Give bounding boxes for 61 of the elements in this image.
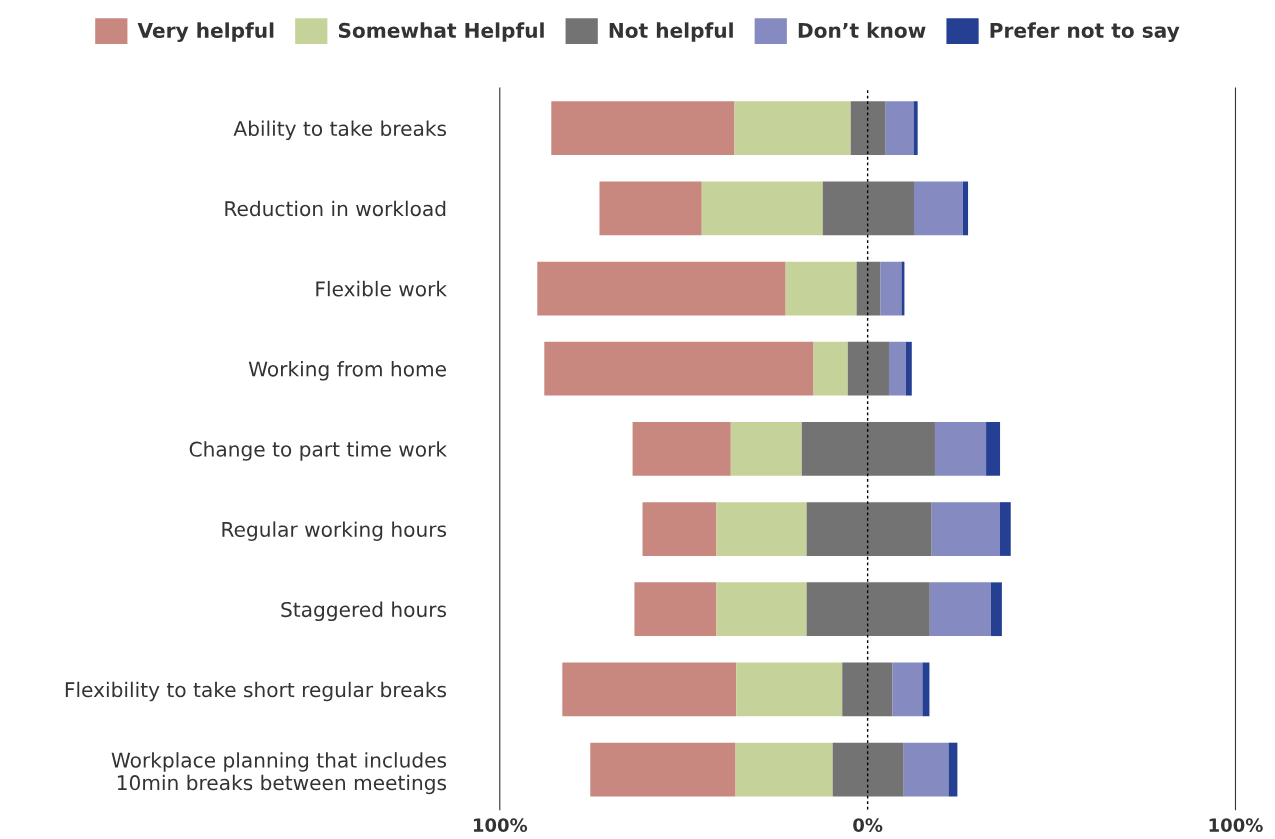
y-tick-label: Flexible work: [316, 280, 447, 297]
bar: [634, 582, 717, 637]
legend-label: Prefer not to say: [990, 22, 1180, 43]
bar: [901, 261, 905, 316]
bar: [986, 422, 1001, 476]
bar: [590, 742, 736, 797]
bar: [842, 662, 893, 717]
y-tick-label: Working from home: [248, 361, 446, 381]
legend-label: Don’t know: [798, 22, 926, 38]
bar: [888, 341, 906, 396]
y-tick-label: Flexibility to take short regular breaks: [65, 681, 447, 702]
y-tick-label: Reduction in workload: [225, 200, 446, 217]
bar: [962, 181, 969, 236]
bar: [734, 101, 851, 156]
bar: [562, 662, 737, 717]
bar: [922, 662, 930, 717]
bar: [730, 422, 802, 476]
bar: [885, 101, 914, 156]
bar: [701, 181, 823, 236]
x-tick-label: 100%: [1209, 818, 1263, 832]
bar: [632, 422, 731, 476]
bar: [990, 582, 1002, 637]
bar: [999, 502, 1011, 556]
y-tick-label: Regular working hours: [222, 521, 447, 541]
bar: [903, 742, 949, 797]
bar: [913, 181, 963, 236]
y-tick-label: Workplace planning that includes 10min breaks between meetings: [111, 752, 447, 795]
bar: [806, 502, 932, 556]
y-tick-label: Ability to take breaks: [233, 120, 447, 141]
y-tick-label: Staggered hours: [281, 601, 447, 622]
bar: [785, 261, 857, 316]
x-tick-label: 0%: [853, 818, 883, 832]
legend-label: Not helpful: [609, 22, 733, 42]
bar: [537, 261, 786, 316]
bar: [599, 181, 702, 236]
bar: [822, 181, 914, 236]
bar: [931, 502, 1000, 556]
legend-label: Very helpful: [137, 22, 274, 43]
bar: [934, 422, 987, 476]
bar: [850, 101, 886, 156]
bar: [929, 582, 991, 637]
bar: [806, 582, 930, 637]
y-tick-label: Change to part time work: [189, 441, 447, 461]
bar: [642, 502, 717, 556]
x-tick-label: 100%: [473, 818, 528, 832]
bar: [813, 341, 848, 396]
bar: [716, 502, 807, 556]
bar: [832, 742, 904, 797]
bar: [544, 341, 814, 396]
bar: [913, 101, 918, 156]
bar: [736, 662, 843, 717]
bar: [847, 341, 889, 396]
bar: [716, 582, 807, 637]
bar: [892, 662, 923, 717]
bar: [856, 261, 881, 316]
legend-label: Somewhat Helpful: [338, 22, 544, 42]
bar: [905, 341, 912, 396]
bar: [735, 742, 833, 797]
bar: [551, 101, 735, 156]
bar: [880, 261, 902, 316]
bar: [801, 422, 935, 476]
